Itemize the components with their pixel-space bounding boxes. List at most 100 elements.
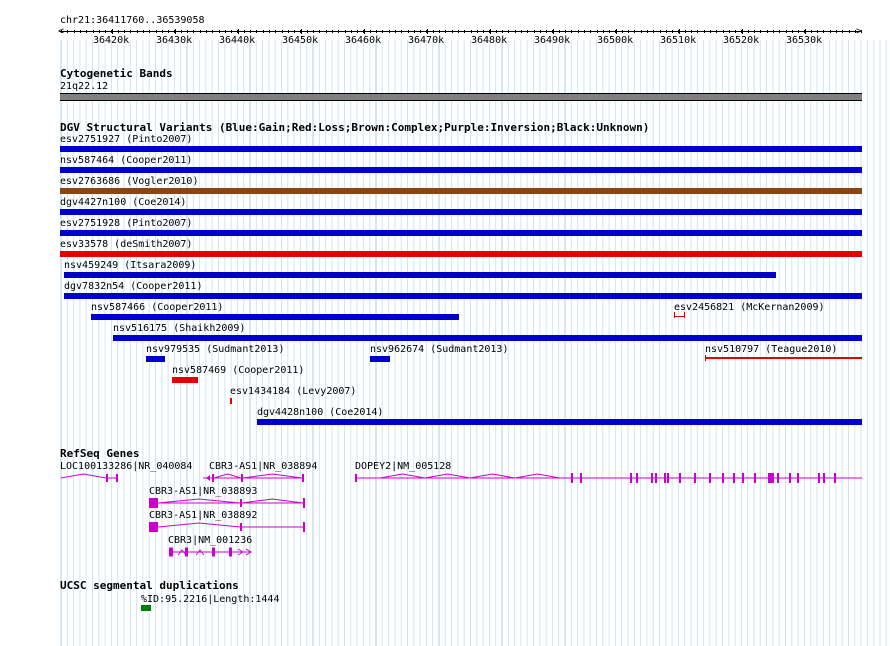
dgv-variant-label: esv33578 (deSmith2007) [60,239,193,250]
dgv-variant-feature[interactable] [60,209,862,215]
ruler-major-tick [679,29,680,34]
dgv-variant-label: nsv587464 (Cooper2011) [60,155,193,166]
ruler-minor-tick [483,30,485,33]
refseq-gene-label: CBR3|NM_001236 [168,535,253,546]
ruler-minor-tick [363,30,365,33]
ruler-minor-tick [98,30,100,33]
ruler-minor-tick [105,30,107,33]
ruler-minor-tick [842,30,844,33]
ruler-minor-tick [709,30,711,33]
ruler-minor-tick [439,30,440,33]
ruler-minor-tick [300,30,302,33]
ruler-minor-tick [243,30,245,33]
dgv-variant-feature[interactable] [60,230,862,236]
ruler-minor-tick [766,30,768,33]
refseq-track-title: RefSeq Genes [60,447,140,460]
dgv-variant-feature[interactable] [113,335,862,341]
ruler-major-tick [616,29,617,34]
dgv-variant-feature[interactable] [64,293,862,299]
ruler-right-arrow: > [856,26,863,37]
ruler-tick-label: 36520k [723,35,760,46]
ruler-minor-tick [539,30,541,33]
ruler-minor-tick [754,30,755,33]
ruler-minor-tick [92,30,94,33]
ruler-minor-tick [174,30,176,33]
ruler-minor-tick [527,30,529,33]
ruler-minor-tick [653,30,655,33]
ruler-minor-tick [73,30,75,33]
ruler-minor-tick [634,30,636,33]
ruler-minor-tick [779,30,781,33]
ruler-major-tick [112,29,113,34]
ruler-minor-tick [577,30,579,33]
ruler-minor-tick [747,30,749,33]
cytoband-21q22-12[interactable] [60,93,862,101]
ruler-minor-tick [703,30,705,33]
ruler-minor-tick [716,30,718,33]
position-label: chr21:36411760..36539058 [60,15,205,26]
cytoband-label: 21q22.12 [60,81,109,92]
ruler-minor-tick [149,30,151,33]
ruler-minor-tick [495,30,497,33]
ruler-minor-tick [376,30,377,33]
ruler-minor-tick [829,30,831,33]
dgv-variant-feature[interactable] [705,357,862,359]
ruler-minor-tick [502,30,503,33]
ruler-minor-tick [735,30,737,33]
dgv-variant-feature[interactable] [60,188,862,194]
ruler-minor-tick [684,30,686,33]
ruler-minor-tick [672,30,674,33]
refseq-gene-label: DOPEY2|NM_005128 [355,461,452,472]
dgv-variant-feature[interactable] [64,272,776,278]
ruler-minor-tick [357,30,359,33]
ruler-minor-tick [785,30,787,33]
dgv-feature-endcap [705,355,706,361]
ruler-minor-tick [552,30,554,33]
ruler-minor-tick [508,30,510,33]
dgv-variant-feature[interactable] [60,167,862,173]
segdup-feature[interactable] [141,605,151,611]
ruler-minor-tick [615,30,617,33]
ruler-minor-tick [212,30,214,33]
dgv-variant-feature[interactable] [172,377,198,383]
ruler-minor-tick [161,30,163,33]
ruler-minor-tick [187,30,188,33]
ruler-minor-tick [596,30,598,33]
dgv-variant-feature[interactable] [674,316,685,317]
ruler-minor-tick [331,30,333,33]
ruler-minor-tick [394,30,396,33]
ruler-minor-tick [142,30,144,33]
ruler-axis[interactable] [60,31,860,32]
ruler-tick-label: 36430k [156,35,193,46]
ruler-minor-tick [583,30,585,33]
dgv-variant-feature[interactable] [370,356,390,362]
ruler-minor-tick [199,30,201,33]
ruler-minor-tick [621,30,623,33]
ruler-major-tick [364,29,365,34]
ruler-minor-tick [117,30,119,33]
dgv-variant-feature[interactable] [146,356,165,362]
ruler-minor-tick [79,30,81,33]
ruler-minor-tick [136,30,138,33]
ruler-tick-label: 36420k [93,35,130,46]
ruler-minor-tick [678,30,680,33]
dgv-variant-label: dgv7832n54 (Cooper2011) [64,281,203,292]
dgv-variant-feature[interactable] [257,419,862,425]
dgv-variant-feature[interactable] [230,398,232,404]
dgv-variant-label: nsv459249 (Itsara2009) [64,260,197,271]
ruler-minor-tick [514,30,516,33]
ruler-major-tick [238,29,239,34]
ruler-minor-tick [250,30,251,33]
dgv-variant-label: esv2751927 (Pinto2007) [60,134,193,145]
ruler-minor-tick [61,30,62,33]
ruler-minor-tick [602,30,604,33]
dgv-variant-label: nsv962674 (Sudmant2013) [370,344,509,355]
ruler-minor-tick [319,30,321,33]
dgv-variant-feature[interactable] [60,146,862,152]
ruler-tick-label: 36500k [597,35,634,46]
ruler-minor-tick [835,30,837,33]
dgv-variant-feature[interactable] [60,251,862,257]
dgv-variant-feature[interactable] [91,314,459,320]
ruler-major-tick [553,29,554,34]
ruler-major-tick [301,29,302,34]
